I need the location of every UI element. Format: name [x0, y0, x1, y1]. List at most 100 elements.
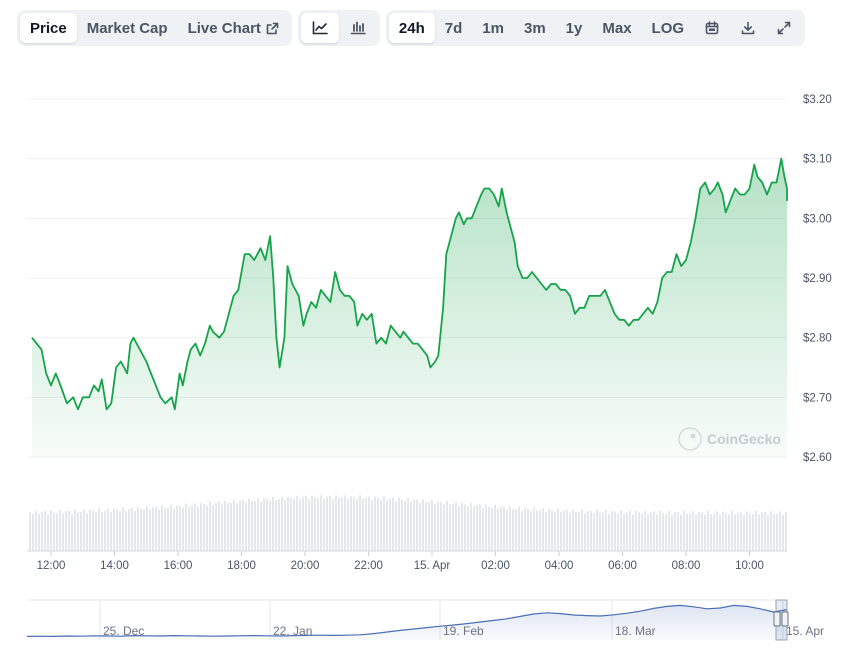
- volume-bar: [425, 502, 427, 551]
- volume-bar: [368, 496, 370, 551]
- volume-bar: [473, 506, 475, 551]
- volume-bar: [449, 504, 451, 551]
- volume-bar: [569, 512, 571, 551]
- candlestick-chart-button[interactable]: [339, 13, 377, 43]
- volume-bar: [260, 501, 262, 551]
- volume-bar: [302, 497, 304, 551]
- volume-bar: [374, 496, 376, 551]
- x-tick-label: 12:00: [37, 560, 66, 572]
- volume-bar: [524, 507, 526, 551]
- range-1m[interactable]: 1m: [472, 13, 514, 43]
- tab-price-label: Price: [30, 19, 67, 37]
- download-button[interactable]: [730, 13, 766, 43]
- volume-bar: [704, 514, 706, 551]
- range-24h[interactable]: 24h: [388, 13, 435, 43]
- volume-bar: [239, 500, 241, 551]
- volume-bar: [35, 510, 37, 551]
- volume-bar: [317, 498, 319, 551]
- volume-bar: [548, 508, 550, 551]
- volume-bar: [194, 503, 196, 551]
- download-icon: [741, 21, 755, 35]
- volume-bar: [497, 508, 499, 551]
- volume-bar: [602, 512, 604, 551]
- volume-bar: [710, 514, 712, 551]
- x-tick-label: 08:00: [672, 560, 701, 572]
- log-scale-toggle[interactable]: LOG: [642, 13, 695, 43]
- volume-bar: [452, 503, 454, 551]
- volume-bar: [191, 505, 193, 551]
- range-max[interactable]: Max: [592, 13, 641, 43]
- volume-bar: [113, 508, 115, 551]
- range-navigator[interactable]: 25. Dec 22. Jan 19. Feb 18. Mar 15. Apr: [26, 599, 824, 641]
- volume-bar: [266, 498, 268, 551]
- volume-bar: [419, 502, 421, 551]
- volume-bar: [392, 497, 394, 551]
- fullscreen-button[interactable]: [766, 13, 802, 43]
- volume-bar: [188, 506, 190, 551]
- range-1m-label: 1m: [482, 19, 504, 37]
- volume-bar: [131, 507, 133, 551]
- range-7d[interactable]: 7d: [435, 13, 473, 43]
- calendar-button[interactable]: [694, 13, 730, 43]
- volume-bar: [455, 502, 457, 551]
- volume-bar: [53, 512, 55, 551]
- volume-bar: [371, 499, 373, 551]
- volume-bar: [83, 509, 85, 551]
- volume-bar: [521, 510, 523, 551]
- volume-bar: [287, 496, 289, 551]
- volume-bar: [386, 500, 388, 551]
- volume-bar: [482, 507, 484, 551]
- volume-bar: [65, 511, 67, 551]
- volume-bar: [203, 504, 205, 551]
- volume-bar: [38, 513, 40, 551]
- volume-bar: [311, 495, 313, 551]
- volume-bar: [686, 513, 688, 551]
- volume-bar: [650, 512, 652, 551]
- volume-bar: [320, 495, 322, 551]
- volume-bar: [530, 510, 532, 551]
- volume-bar: [785, 512, 787, 551]
- x-tick-label: 04:00: [545, 560, 574, 572]
- volume-bar: [431, 500, 433, 551]
- volume-bar: [644, 510, 646, 551]
- range-group: 24h 7d 1m 3m 1y Max LOG: [385, 10, 806, 46]
- volume-bar: [410, 501, 412, 551]
- volume-bar: [152, 507, 154, 551]
- volume-bar: [641, 513, 643, 551]
- x-tick-label: 20:00: [291, 560, 320, 572]
- line-chart-button[interactable]: [300, 13, 339, 43]
- volume-bar: [581, 509, 583, 551]
- volume-bar: [308, 499, 310, 551]
- volume-bar: [158, 509, 160, 551]
- volume-bar: [494, 504, 496, 551]
- x-tick-label: 02:00: [481, 560, 510, 572]
- volume-bar: [143, 509, 145, 551]
- log-scale-label: LOG: [651, 19, 685, 37]
- range-1y[interactable]: 1y: [556, 13, 593, 43]
- tab-price[interactable]: Price: [20, 13, 77, 43]
- volume-bar: [299, 499, 301, 551]
- volume-bar: [254, 500, 256, 551]
- volume-bar: [479, 504, 481, 551]
- navigator-handle[interactable]: [773, 599, 789, 641]
- x-tick-label: 06:00: [608, 560, 637, 572]
- range-3m[interactable]: 3m: [514, 13, 556, 43]
- volume-bar: [515, 508, 517, 551]
- volume-bar: [323, 498, 325, 551]
- volume-bar: [284, 500, 286, 551]
- volume-bar: [407, 498, 409, 551]
- volume-bar: [500, 506, 502, 551]
- volume-bar: [272, 496, 274, 551]
- volume-bar: [125, 511, 127, 551]
- range-1y-label: 1y: [565, 19, 583, 37]
- volume-bar: [296, 495, 298, 551]
- volume-bar: [29, 512, 31, 551]
- volume-bar: [635, 511, 637, 551]
- volume-bar: [764, 512, 766, 551]
- volume-bar: [707, 510, 709, 551]
- tab-live-chart[interactable]: Live Chart: [178, 13, 289, 43]
- tab-market-cap[interactable]: Market Cap: [77, 13, 178, 43]
- volume-bar: [353, 496, 355, 551]
- volume-bar: [107, 508, 109, 551]
- volume-bar: [779, 511, 781, 551]
